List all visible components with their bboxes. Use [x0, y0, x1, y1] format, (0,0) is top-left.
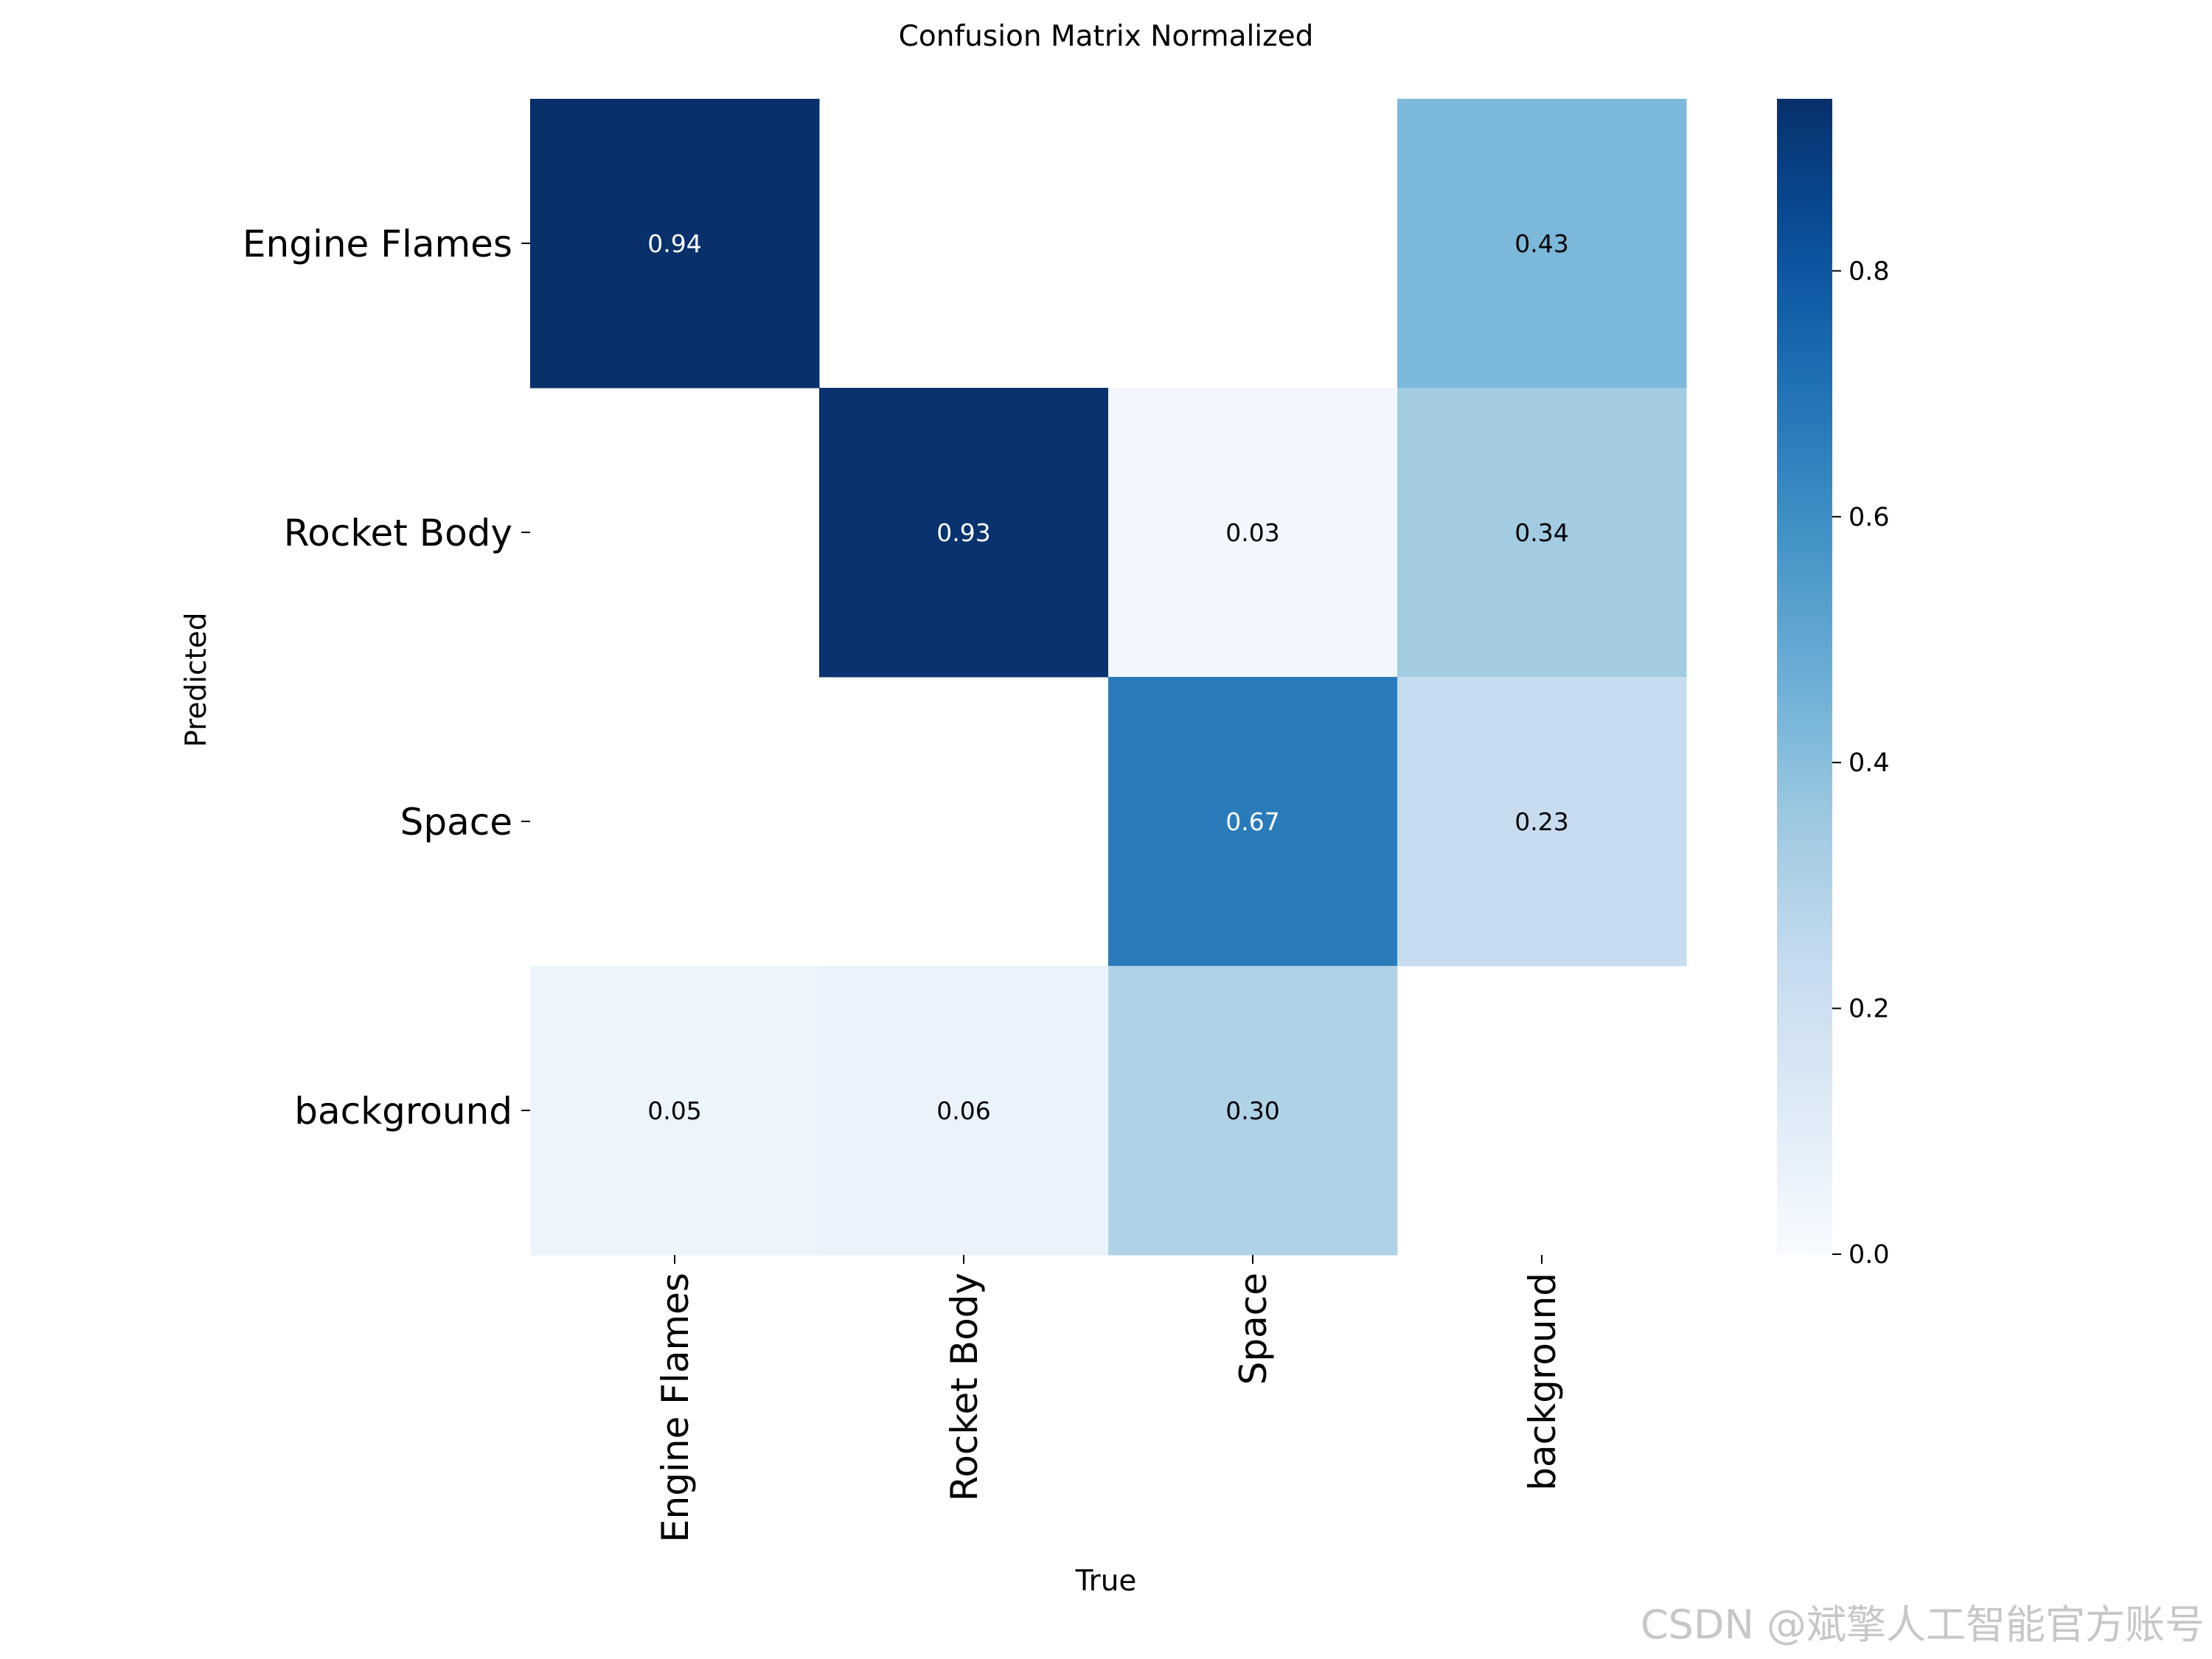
colorbar-tick-label: 0.6 [1848, 503, 1890, 532]
heatmap-cell [819, 966, 1109, 1256]
x-tick-label: Space [1232, 1273, 1275, 1385]
colorbar-ticks: 0.0 0.2 0.4 0.6 0.8 [1832, 257, 1890, 1270]
watermark: CSDN @斌擎人工智能官方账号 [1641, 1601, 2205, 1648]
heatmap-cell [1108, 966, 1398, 1256]
cell-value-label: 0.67 [1225, 807, 1279, 836]
heatmap-cell [530, 966, 820, 1256]
y-tick-label: Rocket Body [284, 512, 512, 554]
y-tick-label: Space [400, 801, 512, 844]
cell-value-label: 0.03 [1225, 518, 1279, 547]
heatmap-cell [1397, 99, 1687, 389]
cell-value-label: 0.30 [1225, 1096, 1279, 1125]
cell-value-label: 0.93 [936, 518, 990, 547]
y-axis-ticks: Engine Flames Rocket Body Space background [243, 223, 530, 1133]
heatmap-cell [1108, 677, 1398, 967]
heatmap-cell-labels: 0.94 0.43 0.93 0.03 0.34 0.67 0.23 0.05 0.06 0.30 [647, 229, 1568, 1125]
x-tick-label: Engine Flames [654, 1273, 697, 1543]
x-tick-label: Rocket Body [943, 1273, 986, 1501]
heatmap-cell [819, 388, 1109, 678]
x-tick-label: background [1521, 1273, 1564, 1491]
heatmap-cell [1108, 388, 1398, 678]
colorbar-tick-label: 0.0 [1848, 1240, 1890, 1270]
y-tick-label: background [294, 1090, 512, 1133]
colorbar [1777, 99, 1832, 1254]
heatmap-cell [1397, 388, 1687, 678]
cell-value-label: 0.23 [1514, 807, 1568, 836]
x-axis-ticks: Engine Flames Rocket Body Space background [654, 1255, 1564, 1543]
cell-value-label: 0.05 [647, 1096, 701, 1125]
cell-value-label: 0.94 [647, 229, 701, 258]
y-tick-label: Engine Flames [243, 223, 512, 265]
cell-value-label: 0.34 [1514, 518, 1568, 547]
heatmap-cells [530, 99, 1687, 1256]
colorbar-tick-label: 0.8 [1848, 257, 1890, 286]
colorbar-tick-label: 0.2 [1848, 995, 1890, 1024]
x-axis-label: True [1075, 1565, 1137, 1598]
cell-value-label: 0.06 [936, 1096, 990, 1125]
colorbar-tick-label: 0.4 [1848, 748, 1890, 778]
heatmap-cell [1397, 677, 1687, 967]
chart-title: Confusion Matrix Normalized [899, 20, 1314, 53]
cell-value-label: 0.43 [1514, 229, 1568, 258]
heatmap-cell [530, 99, 820, 389]
y-axis-label: Predicted [180, 612, 213, 747]
